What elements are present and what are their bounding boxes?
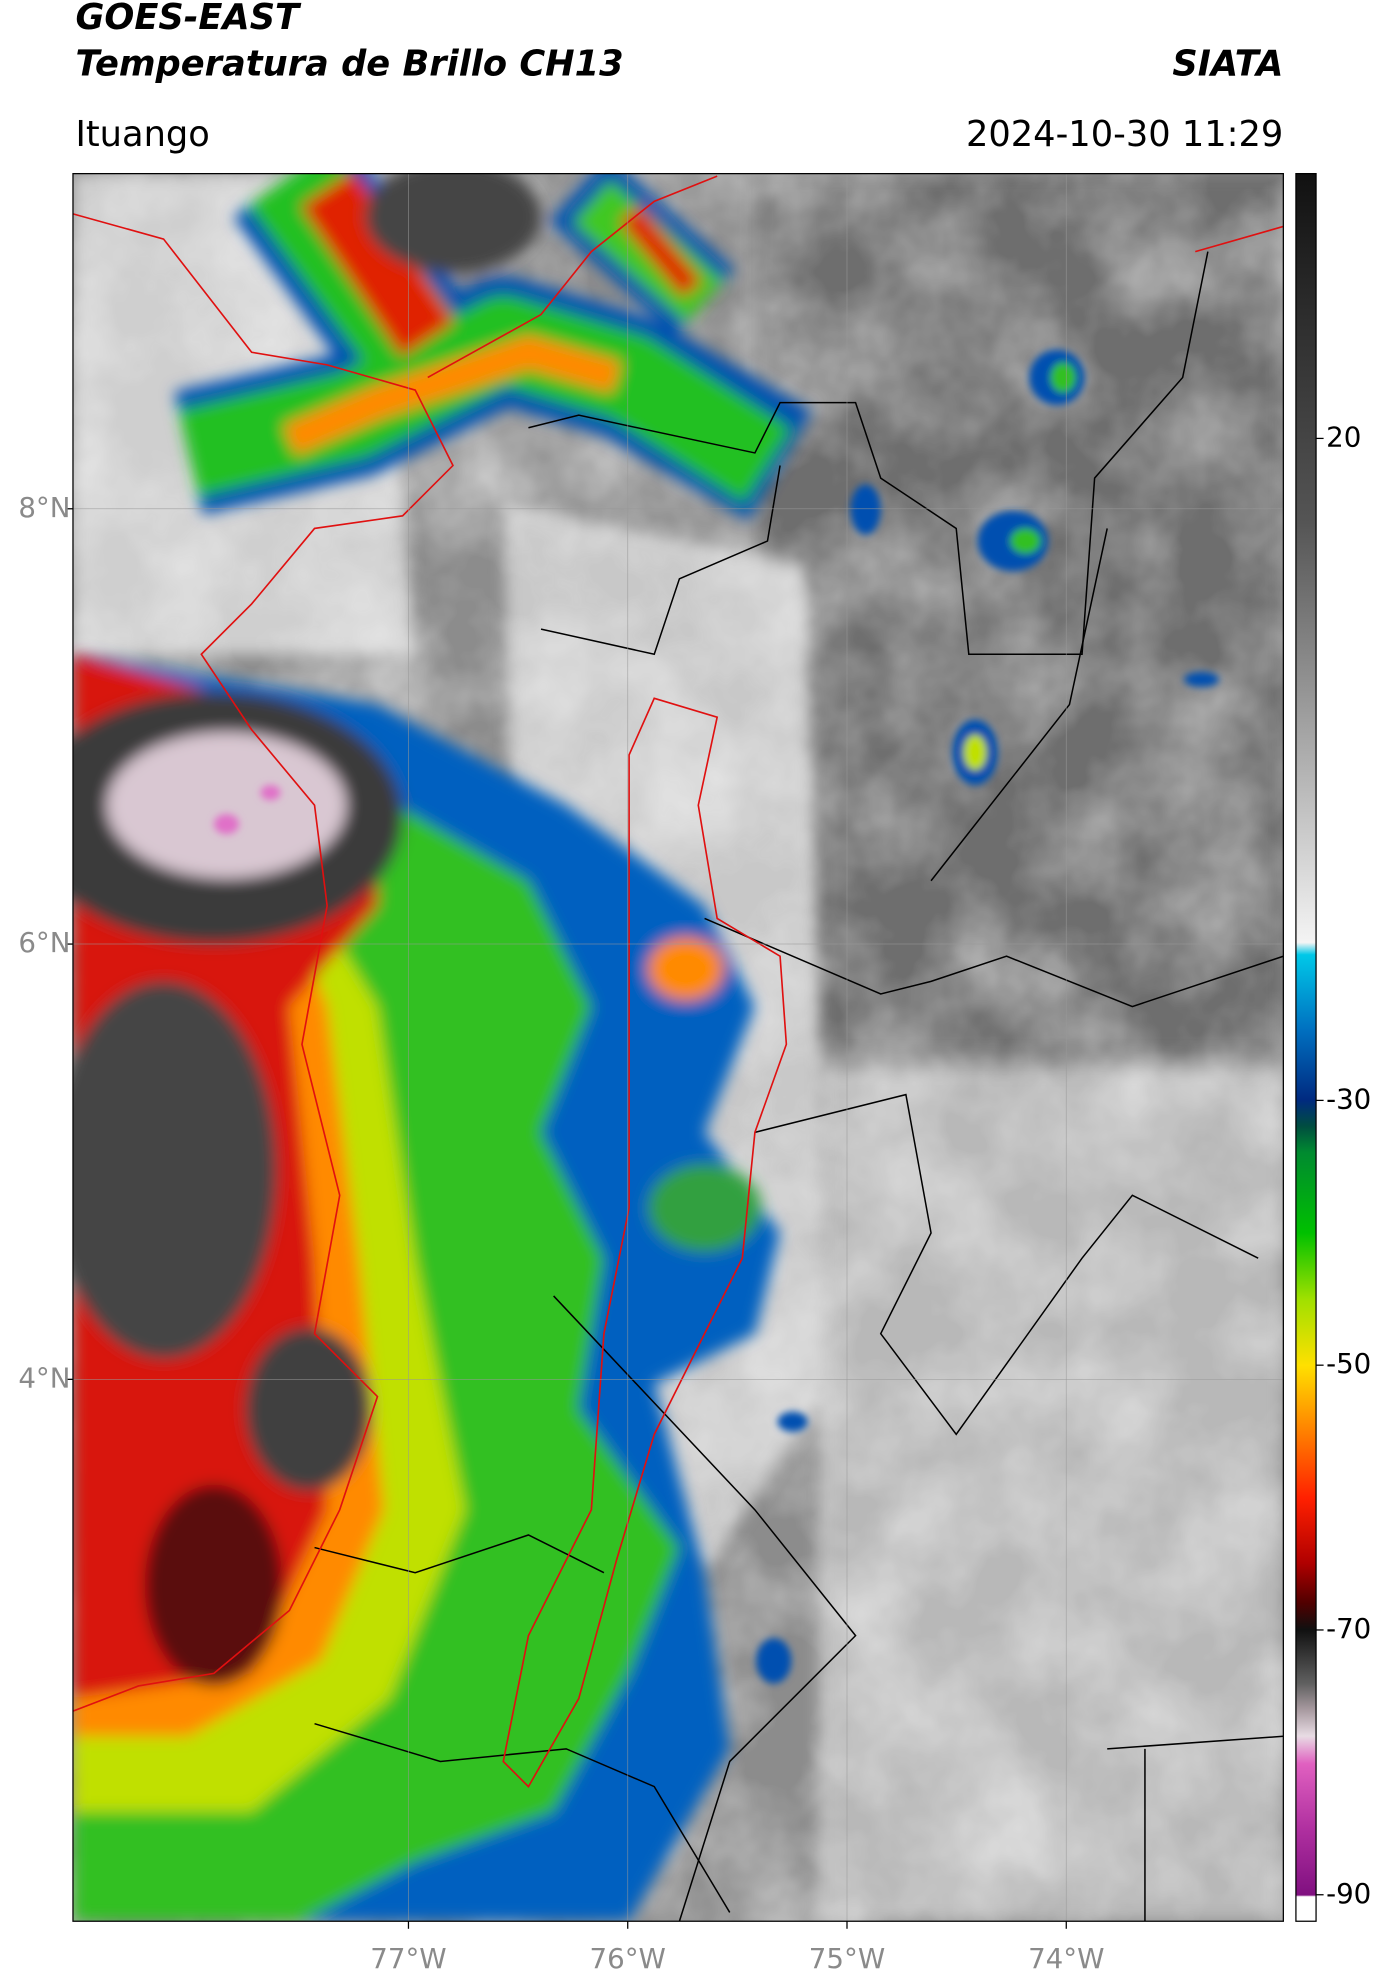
colorbar-tick-label: -90 bbox=[1326, 1877, 1371, 1910]
colorbar-tick-label: 20 bbox=[1326, 420, 1361, 453]
datetime: 2024-10-30 11:29 bbox=[966, 114, 1283, 155]
x-tick-label: 77°W bbox=[370, 1942, 446, 1975]
colorbar-tick-label: -70 bbox=[1326, 1612, 1371, 1645]
colorbar bbox=[1295, 172, 1317, 1922]
subtitle: Temperatura de Brillo CH13 bbox=[75, 43, 623, 84]
y-tick-label: 4°N bbox=[18, 1361, 70, 1394]
x-tick-label: 74°W bbox=[1028, 1942, 1104, 1975]
y-tick-label: 6°N bbox=[18, 926, 70, 959]
satellite-image bbox=[72, 173, 1284, 1922]
graticule bbox=[72, 173, 1284, 1922]
location: Ituango bbox=[75, 114, 209, 155]
colorbar-tick-label: -30 bbox=[1326, 1082, 1371, 1115]
y-tick-label: 8°N bbox=[18, 491, 70, 524]
map-frame bbox=[72, 172, 1284, 1922]
x-tick-label: 76°W bbox=[590, 1942, 666, 1975]
title: GOES-EAST bbox=[75, 0, 302, 38]
agency: SIATA bbox=[1172, 43, 1283, 84]
x-tick-label: 75°W bbox=[809, 1942, 885, 1975]
colorbar-tick-label: -50 bbox=[1326, 1347, 1371, 1380]
